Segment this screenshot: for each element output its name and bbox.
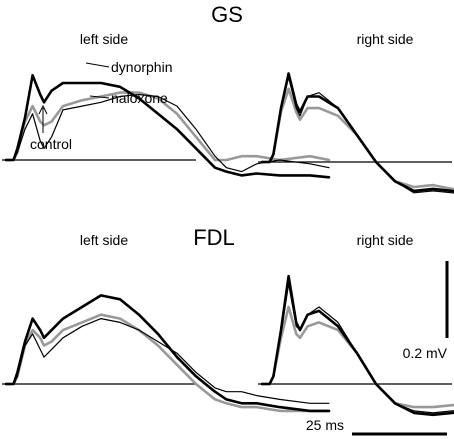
time-scale-label: 25 ms xyxy=(306,417,344,433)
panel-fdl-right xyxy=(260,274,454,417)
trace-fdl-right-naloxone xyxy=(260,305,454,409)
annotation-naloxone-pointer xyxy=(89,95,110,99)
trace-gs-right-naloxone xyxy=(260,87,454,191)
trace-fdl-left-dynorphin xyxy=(4,294,331,413)
panel-title-gs-right: right side xyxy=(357,31,414,47)
panel-fdl-left xyxy=(4,294,331,413)
panel-gs-left xyxy=(4,74,331,179)
muscle-label-fdl: FDL xyxy=(193,225,235,250)
panel-title-fdl-right: right side xyxy=(357,232,414,248)
trace-fdl-right-dynorphin xyxy=(260,274,454,417)
annotation-control: control xyxy=(30,136,72,152)
panel-title-gs-left: left side xyxy=(80,31,128,47)
annotation-dynorphin-pointer xyxy=(85,62,110,68)
voltage-scale-label: 0.2 mV xyxy=(403,345,448,361)
traces xyxy=(4,72,454,417)
arrow-head-icon xyxy=(38,104,48,115)
muscle-label-gs: GS xyxy=(211,2,243,27)
trace-gs-left-dynorphin xyxy=(4,74,331,179)
annotation-dynorphin: dynorphin xyxy=(111,59,173,75)
panel-title-fdl-left: left side xyxy=(80,232,128,248)
trace-fdl-left-naloxone xyxy=(4,313,331,413)
annotation-naloxone: naloxone xyxy=(111,90,168,106)
trace-gs-left-naloxone xyxy=(4,91,331,162)
trace-gs-right-dynorphin xyxy=(260,72,454,193)
trace-gs-left-control xyxy=(5,93,330,173)
trace-fdl-left-control xyxy=(5,318,330,404)
panel-gs-right xyxy=(260,72,454,194)
